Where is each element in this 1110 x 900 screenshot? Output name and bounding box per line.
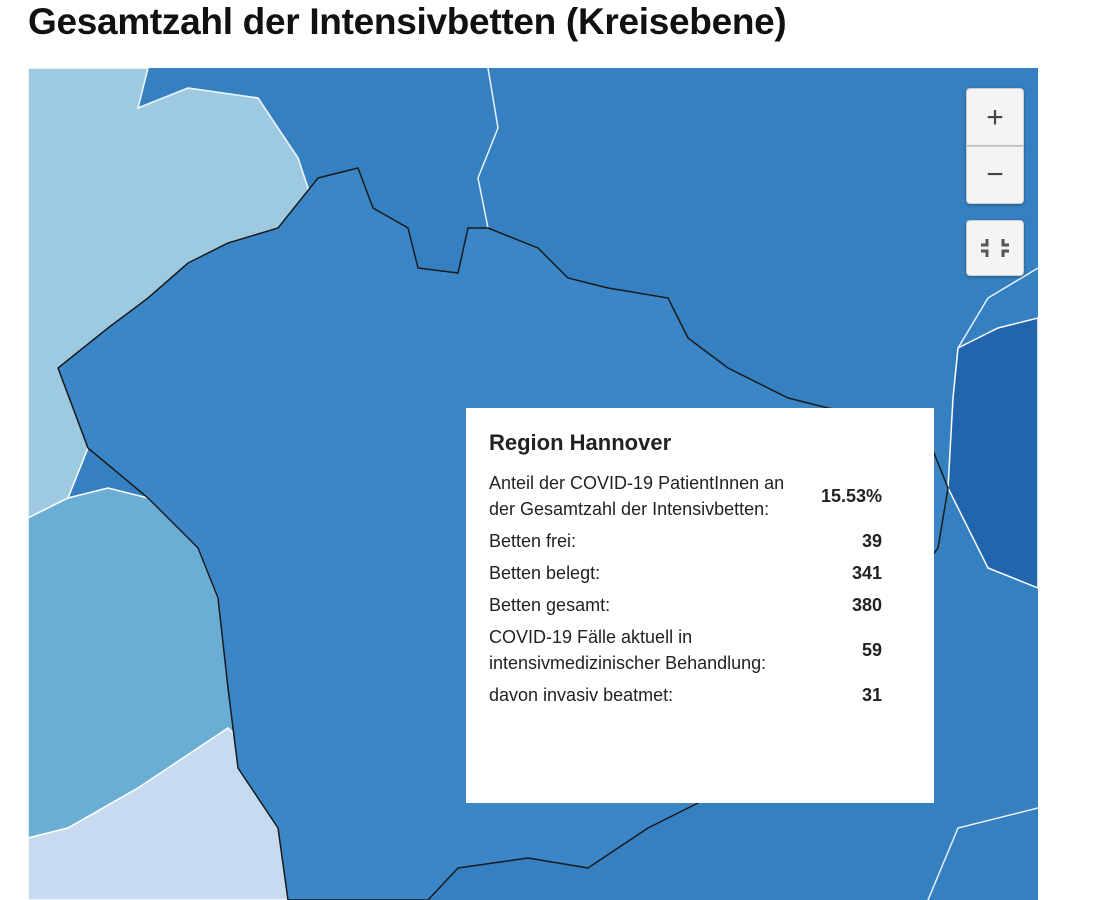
tooltip-row: Betten frei: 39: [489, 528, 882, 560]
tooltip-row: COVID-19 Fälle aktuell in intensivmedizi…: [489, 624, 882, 682]
row-value: 31: [861, 685, 882, 705]
row-label: Betten gesamt:: [489, 595, 611, 615]
tooltip-row: Anteil der COVID-19 PatientInnen an der …: [489, 470, 882, 528]
zoom-in-button[interactable]: +: [966, 88, 1024, 146]
tooltip: Region Hannover Anteil der COVID-19 Pati…: [466, 408, 934, 803]
tooltip-title: Region Hannover: [489, 430, 672, 455]
tooltip-table: Anteil der COVID-19 PatientInnen an der …: [489, 470, 882, 714]
row-value: 59: [861, 640, 882, 660]
zoom-out-button[interactable]: −: [966, 146, 1024, 204]
row-label: Betten frei:: [489, 531, 577, 551]
tooltip-row: Betten belegt: 341: [489, 560, 882, 592]
row-value: 341: [851, 563, 882, 583]
fullscreen-button[interactable]: [966, 220, 1024, 276]
page-title: Gesamtzahl der Intensivbetten (Kreiseben…: [28, 1, 787, 42]
row-value: 39: [861, 531, 882, 551]
row-label: davon invasiv beatmet:: [489, 685, 674, 705]
tooltip-row: davon invasiv beatmet: 31: [489, 682, 882, 714]
fullscreen-icon: [981, 239, 1009, 257]
row-label: Anteil der COVID-19 PatientInnen an der …: [489, 473, 785, 519]
row-value: 380: [851, 595, 882, 615]
row-label: Betten belegt:: [489, 563, 601, 583]
row-value: 15.53%: [820, 486, 882, 506]
row-label: COVID-19 Fälle aktuell in intensivmedizi…: [489, 627, 767, 673]
tooltip-row: Betten gesamt: 380: [489, 592, 882, 624]
map[interactable]: + − Region Hannover Anteil der COVID-19 …: [28, 68, 1038, 900]
